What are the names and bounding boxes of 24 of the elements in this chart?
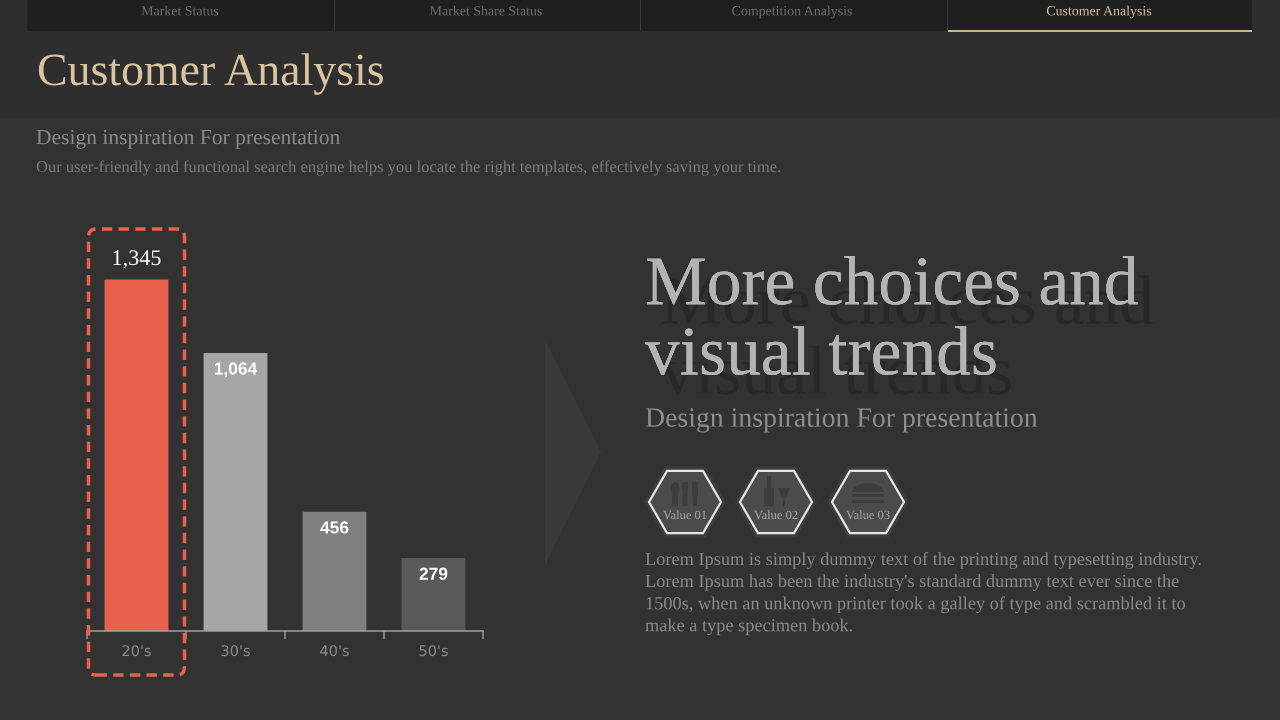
chart-title: Customer Analysis: [38, 53, 383, 95]
data-label: 1,064: [214, 362, 258, 378]
text: Design inspiration For presentation: [645, 408, 1038, 433]
x-tick-label: 40's: [320, 645, 349, 657]
text: Customer Analysis: [1046, 5, 1152, 19]
text: Lorem Ipsum is simply dummy text of the printing and typesetting industry. Lorem Ipsum has been the industry's standard dummy text ever since the 1500s, when an unknown printer took a galley of type and scrambled it to make a type specimen book.: [645, 552, 1201, 636]
x-tick-label: 50's: [419, 645, 448, 657]
bar: [302, 511, 367, 631]
text: Competition Analysis: [732, 5, 852, 19]
text: Market Share Status: [430, 5, 542, 16]
chart-subtitle: Design inspiration For presentation: [36, 129, 341, 149]
bar: [401, 558, 466, 631]
text: Value 03: [846, 510, 890, 520]
x-tick-label: 20's: [122, 645, 151, 657]
bar: [104, 279, 169, 631]
text: Value 02: [754, 510, 798, 520]
data-label: 456: [320, 521, 349, 534]
text: Value 01: [663, 510, 707, 520]
text: Our user-friendly and functional search engine helps you locate the right templates, effectively saving your time.: [36, 160, 781, 176]
data-label: 1,345: [113, 250, 161, 269]
data-label: 279: [419, 567, 448, 580]
x-tick-label: 30's: [221, 645, 250, 657]
text: Market Status: [141, 5, 219, 16]
text: More choices and visual trends: [645, 256, 1154, 395]
